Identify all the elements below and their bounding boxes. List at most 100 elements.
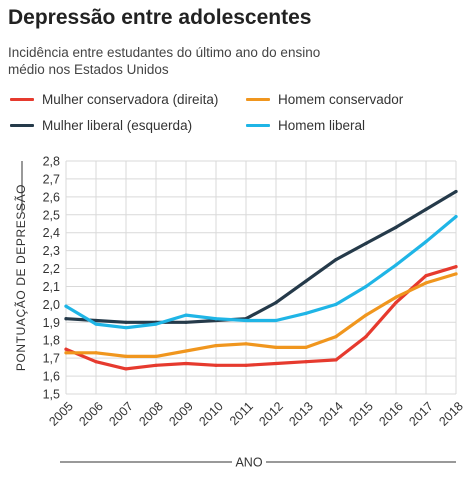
y-tick-label: 1,8 (43, 334, 60, 348)
y-tick-label: 2,1 (43, 280, 60, 294)
data-point (334, 257, 338, 262)
chart-subtitle: Incidência entre estudantes do último an… (8, 45, 321, 77)
data-point (244, 363, 248, 367)
data-point (154, 354, 158, 358)
data-point (94, 322, 98, 326)
series-line-2 (64, 189, 458, 324)
legend-item-series-2: Mulher liberal (esquerda) (10, 118, 192, 133)
data-point (274, 300, 278, 305)
data-point (184, 361, 188, 366)
x-axis-title-bg (232, 454, 266, 470)
data-point (424, 207, 428, 211)
data-point (304, 279, 308, 283)
x-tick-label: 2014 (316, 399, 346, 429)
data-point (184, 349, 188, 353)
series-line-0 (64, 265, 458, 371)
x-tick-label: 2006 (76, 399, 106, 429)
data-point (94, 318, 98, 323)
data-point (214, 317, 218, 321)
data-point (94, 351, 98, 355)
data-point (184, 313, 188, 317)
y-tick-label: 1,7 (43, 352, 60, 366)
x-tick-label: 2016 (376, 399, 406, 429)
y-tick-label: 2,7 (43, 172, 60, 186)
data-point (154, 322, 158, 326)
data-point (274, 318, 278, 323)
data-point (334, 335, 338, 339)
legend-swatch-series-2 (10, 124, 34, 127)
legend-label-series-3: Homem liberal (278, 118, 366, 133)
data-point (64, 317, 68, 321)
y-tick-label: 1,9 (43, 316, 60, 330)
y-tick-label: 2,3 (43, 244, 60, 258)
data-point (394, 225, 398, 229)
data-point (364, 241, 368, 246)
y-tick-label: 1,6 (43, 370, 60, 384)
data-point (64, 351, 68, 355)
data-point (304, 311, 308, 315)
legend-swatch-series-3 (246, 124, 270, 127)
x-tick-label: 2008 (136, 399, 166, 429)
y-tick-label: 1,5 (43, 388, 60, 402)
data-point (214, 363, 218, 367)
legend-item-series-1: Homem conservador (246, 92, 403, 107)
data-point (94, 360, 98, 364)
y-tick-label: 2,2 (43, 262, 60, 276)
legend-item-series-3: Homem liberal (246, 118, 365, 133)
data-point (124, 326, 128, 330)
data-point (124, 367, 128, 371)
data-point (364, 335, 368, 339)
data-point (334, 358, 338, 362)
data-point (214, 344, 218, 348)
data-point (364, 313, 368, 317)
legend-item-series-0: Mulher conservadora (direita) (10, 92, 218, 107)
data-point (424, 240, 428, 244)
data-point (394, 300, 398, 305)
x-tick-label: 2013 (286, 399, 316, 429)
y-tick-label: 2,6 (43, 190, 60, 204)
data-point (124, 320, 128, 324)
series-line-3 (64, 215, 458, 330)
x-tick-label: 2011 (227, 399, 256, 428)
x-tick-label: 2012 (256, 399, 286, 429)
y-tick-label: 2,8 (43, 155, 60, 169)
data-point (454, 265, 458, 269)
data-point (454, 272, 458, 276)
data-point (394, 263, 398, 267)
x-tick-label: 2005 (46, 399, 76, 429)
x-tick-label: 2017 (406, 399, 436, 429)
legend-label-series-1: Homem conservador (278, 92, 404, 107)
data-point (124, 354, 128, 358)
data-point (424, 281, 428, 285)
data-point (64, 304, 68, 308)
data-point (334, 302, 338, 306)
y-tick-label: 2,0 (43, 298, 60, 312)
data-point (364, 284, 368, 289)
data-point (64, 347, 68, 351)
x-tick-label: 2010 (196, 399, 226, 429)
data-point (184, 320, 188, 324)
legend-label-series-0: Mulher conservadora (direita) (42, 92, 219, 107)
data-point (274, 345, 278, 349)
data-point (304, 360, 308, 364)
y-tick-label: 2,4 (43, 226, 60, 240)
x-tick-label: 2015 (346, 399, 376, 429)
data-point (394, 295, 398, 299)
data-point (424, 274, 428, 278)
data-point (454, 189, 458, 194)
x-tick-label: 2007 (106, 399, 136, 429)
data-point (244, 342, 248, 346)
y-tick-label: 2,5 (43, 208, 60, 222)
legend-label-series-2: Mulher liberal (esquerda) (42, 118, 193, 133)
chart-title: Depressão entre adolescentes (8, 6, 312, 29)
data-point (304, 345, 308, 349)
data-point (154, 363, 158, 367)
x-tick-label: 2009 (166, 399, 196, 429)
x-axis-title: ANO (235, 456, 262, 470)
legend-swatch-series-0 (10, 98, 34, 101)
data-point (244, 318, 248, 323)
data-point (274, 361, 278, 366)
y-axis-title: PONTUAÇÃO DE DEPRESSÃO (14, 184, 28, 371)
